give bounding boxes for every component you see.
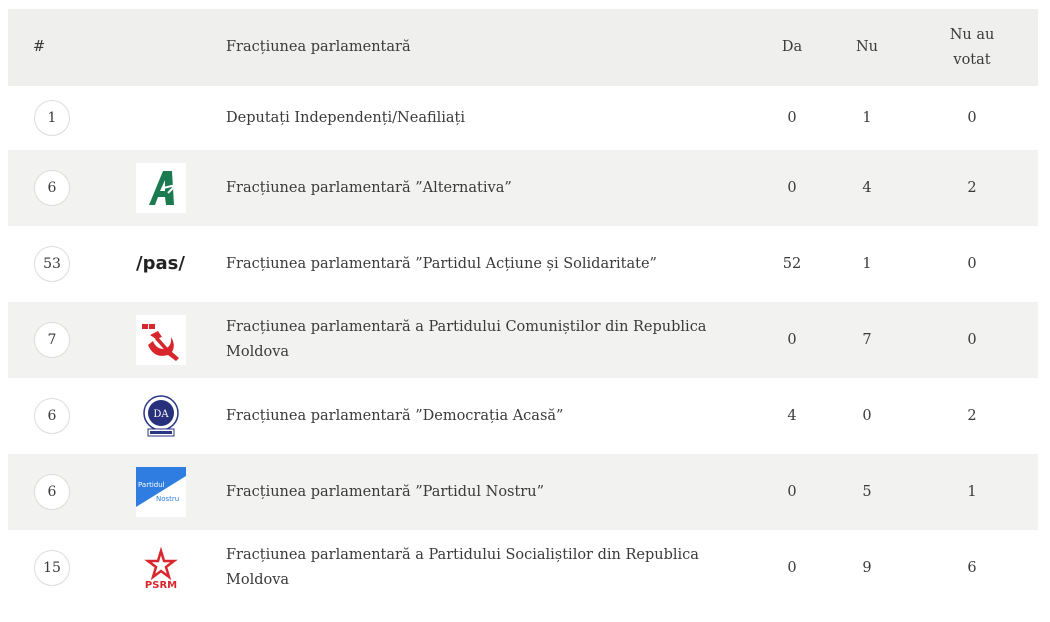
votes-da: 0 [756, 302, 828, 378]
table-header: # Fracțiunea parlamentară Da Nu Nu au vo… [8, 9, 1038, 86]
table-row: 1 Deputați Independenți/Neafiliați 0 1 0 [8, 86, 1038, 150]
table-row: 6 DA Fracțiunea parlamentară ”Democrația… [8, 378, 1038, 454]
table-row: 7 Fracțiunea parlamentară a Partidului C… [8, 302, 1038, 378]
votes-da: 0 [756, 454, 828, 530]
header-faction: Fracțiunea parlamentară [225, 9, 756, 86]
faction-name: Fracțiunea parlamentară ”Alternativa” [225, 150, 756, 226]
votes-da: 4 [787, 407, 797, 424]
votes-nu: 7 [828, 302, 906, 378]
members-count: 15 [34, 550, 70, 586]
svg-text:DA: DA [153, 409, 169, 420]
votes-nu: 0 [862, 407, 872, 424]
svg-text:Nostru: Nostru [156, 495, 179, 503]
democratia-acasa-logo: DA [142, 395, 179, 437]
votes-nu: 1 [862, 109, 872, 126]
table-row: 15 PSRM Fracțiunea parlamentară a Partid… [8, 530, 1038, 606]
members-count: 6 [34, 474, 70, 510]
faction-name: Fracțiunea parlamentară ”Partidul Nostru… [225, 454, 756, 530]
votes-da: 0 [756, 150, 828, 226]
pcrm-logo [135, 315, 186, 365]
svg-text:Partidul: Partidul [138, 481, 165, 489]
faction-name: Fracțiunea parlamentară ”Partidul Acțiun… [226, 255, 657, 272]
faction-name: Deputați Independenți/Neafiliați [226, 109, 466, 126]
votes-nu: 9 [862, 559, 872, 576]
pas-logo: /pas/ [136, 252, 185, 274]
votes-abstained: 2 [967, 407, 977, 424]
votes-abstained: 0 [906, 302, 1038, 378]
header-nu-au-votat: Nu au votat [906, 9, 1038, 86]
votes-nu: 5 [828, 454, 906, 530]
votes-da: 52 [782, 255, 802, 272]
votes-abstained: 1 [906, 454, 1038, 530]
partidul-nostru-logo: Partidul Nostru [135, 467, 186, 517]
votes-table: # Fracțiunea parlamentară Da Nu Nu au vo… [8, 9, 1038, 606]
alternativa-logo [135, 163, 186, 213]
members-count: 1 [34, 100, 70, 136]
header-logo [96, 9, 225, 86]
table-row: 53 /pas/ Fracțiunea parlamentară ”Partid… [8, 226, 1038, 302]
psrm-logo: PSRM [143, 546, 178, 591]
votes-da: 0 [787, 109, 797, 126]
svg-text:PSRM: PSRM [144, 580, 176, 591]
header-num: # [8, 9, 96, 86]
members-count: 6 [34, 170, 70, 206]
header-da: Da [756, 9, 828, 86]
votes-abstained: 0 [967, 109, 977, 126]
votes-nu: 4 [828, 150, 906, 226]
members-count: 53 [34, 246, 70, 282]
table-row: 6 Fracțiunea parlamentară ”Alternativa” … [8, 150, 1038, 226]
header-nu: Nu [828, 9, 906, 86]
votes-abstained: 0 [967, 255, 977, 272]
faction-name: Fracțiunea parlamentară a Partidului Soc… [226, 547, 699, 588]
votes-abstained: 2 [906, 150, 1038, 226]
logo-empty [96, 86, 225, 150]
members-count: 6 [34, 398, 70, 434]
votes-da: 0 [787, 559, 797, 576]
votes-abstained: 6 [967, 559, 977, 576]
votes-nu: 1 [862, 255, 872, 272]
faction-name: Fracțiunea parlamentară ”Democrația Acas… [226, 407, 564, 424]
members-count: 7 [34, 322, 70, 358]
faction-name: Fracțiunea parlamentară a Partidului Com… [225, 302, 756, 378]
table-row: 6 Partidul Nostru Fracțiunea parlamentară… [8, 454, 1038, 530]
